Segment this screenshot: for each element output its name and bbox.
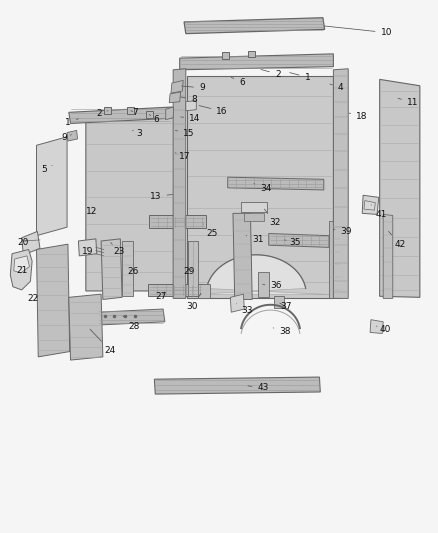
Text: 23: 23 (111, 243, 125, 256)
Polygon shape (11, 249, 32, 290)
Polygon shape (244, 213, 264, 221)
Text: 9: 9 (62, 133, 71, 142)
Polygon shape (370, 320, 383, 334)
Polygon shape (241, 201, 267, 212)
Polygon shape (329, 221, 341, 298)
Text: 21: 21 (16, 266, 28, 275)
Polygon shape (98, 309, 165, 325)
Text: 41: 41 (371, 205, 387, 219)
Text: 31: 31 (246, 236, 264, 245)
Text: 7: 7 (131, 108, 138, 117)
Text: 13: 13 (150, 192, 173, 201)
Text: 22: 22 (28, 294, 39, 303)
Text: 20: 20 (17, 238, 28, 247)
Text: 4: 4 (330, 83, 343, 92)
Text: 2: 2 (96, 109, 108, 118)
Text: 43: 43 (248, 383, 269, 392)
Text: 38: 38 (273, 327, 291, 336)
Polygon shape (69, 107, 172, 124)
Text: 3: 3 (133, 129, 142, 138)
Polygon shape (258, 272, 269, 297)
Polygon shape (383, 214, 393, 298)
Text: 35: 35 (285, 238, 300, 247)
Polygon shape (188, 255, 332, 295)
Text: 12: 12 (86, 207, 98, 216)
Polygon shape (67, 131, 78, 141)
Polygon shape (122, 241, 133, 296)
Text: 27: 27 (155, 292, 166, 301)
Polygon shape (180, 54, 333, 70)
Polygon shape (169, 92, 180, 103)
Polygon shape (274, 296, 284, 308)
Polygon shape (364, 200, 375, 210)
Text: 2: 2 (261, 69, 280, 78)
Polygon shape (173, 69, 186, 298)
Polygon shape (269, 233, 329, 247)
Polygon shape (36, 244, 70, 357)
Text: 15: 15 (175, 129, 195, 138)
Polygon shape (230, 294, 244, 312)
Text: 10: 10 (325, 26, 392, 37)
Polygon shape (171, 80, 183, 93)
Polygon shape (184, 18, 325, 34)
Polygon shape (187, 241, 198, 296)
Text: 25: 25 (203, 224, 217, 238)
Polygon shape (228, 177, 324, 190)
Text: 14: 14 (181, 114, 201, 123)
Polygon shape (148, 284, 202, 296)
Text: 16: 16 (199, 106, 228, 116)
Text: 40: 40 (376, 325, 391, 334)
Polygon shape (248, 51, 255, 57)
Polygon shape (14, 256, 29, 273)
Polygon shape (186, 101, 196, 111)
Polygon shape (149, 215, 206, 228)
Text: 6: 6 (149, 115, 159, 124)
Text: 29: 29 (183, 268, 194, 276)
Polygon shape (146, 111, 152, 118)
Polygon shape (166, 107, 173, 120)
Polygon shape (127, 107, 134, 114)
Polygon shape (86, 107, 178, 291)
Polygon shape (362, 195, 379, 214)
Text: 28: 28 (123, 316, 140, 330)
Polygon shape (36, 137, 67, 236)
Text: 1: 1 (290, 72, 311, 82)
Polygon shape (187, 76, 332, 298)
Text: 24: 24 (90, 329, 116, 355)
Text: 6: 6 (231, 77, 245, 86)
Text: 26: 26 (127, 268, 139, 276)
Text: 1: 1 (65, 118, 78, 127)
Text: 5: 5 (41, 165, 52, 174)
Text: 34: 34 (254, 183, 272, 193)
Text: 17: 17 (175, 152, 191, 161)
Text: 39: 39 (333, 227, 352, 236)
Text: 30: 30 (187, 293, 201, 311)
Polygon shape (78, 239, 97, 256)
Text: 37: 37 (280, 302, 292, 311)
Polygon shape (104, 107, 111, 115)
Polygon shape (223, 52, 230, 59)
Text: 36: 36 (263, 281, 282, 290)
Text: 9: 9 (182, 83, 205, 92)
Text: 18: 18 (349, 112, 367, 121)
Text: 19: 19 (82, 247, 93, 256)
Polygon shape (69, 294, 103, 360)
Polygon shape (198, 284, 210, 298)
Text: 8: 8 (181, 95, 197, 104)
Text: 42: 42 (389, 231, 406, 249)
Polygon shape (233, 213, 252, 300)
Polygon shape (333, 69, 348, 298)
Polygon shape (380, 79, 420, 297)
Text: 32: 32 (265, 209, 281, 228)
Polygon shape (101, 239, 122, 300)
Text: 33: 33 (237, 304, 253, 314)
Text: 11: 11 (398, 98, 418, 107)
Polygon shape (154, 377, 320, 394)
Polygon shape (21, 231, 40, 255)
